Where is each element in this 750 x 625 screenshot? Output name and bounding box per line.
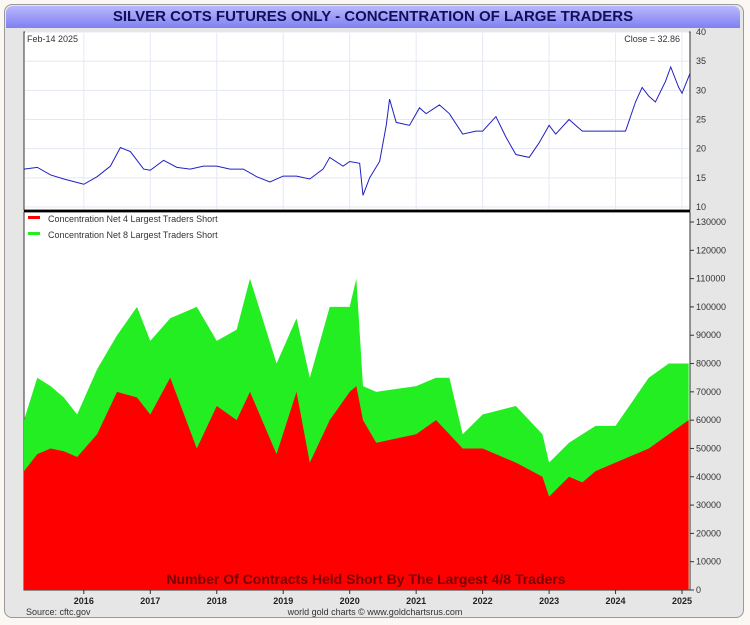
x-tick-label: 2020 [340,596,360,606]
conc-y-tick-label: 120000 [696,245,726,255]
price-y-tick-label: 20 [696,144,706,154]
x-tick-label: 2023 [539,596,559,606]
price-y-tick-label: 15 [696,173,706,183]
conc-y-tick-label: 70000 [696,387,721,397]
price-plot-area [23,31,691,211]
x-tick-label: 2025 [672,596,692,606]
net4-area [24,377,689,590]
x-tick-label: 2017 [140,596,160,606]
credit-label: world gold charts © www.goldchartsrus.co… [287,607,463,617]
conc-y-tick-label: 10000 [696,557,721,567]
x-tick-label: 2019 [273,596,293,606]
lower-chart-title: Number Of Contracts Held Short By The La… [166,571,565,587]
x-tick-label: 2022 [473,596,493,606]
price-y-tick-label: 10 [696,202,706,212]
source-label: Source: cftc.gov [26,607,91,617]
conc-y-tick-label: 110000 [696,274,725,284]
legend-label-net8: Concentration Net 8 Largest Traders Shor… [48,230,218,240]
conc-y-tick-label: 130000 [696,217,726,227]
conc-y-tick-label: 50000 [696,443,721,453]
legend-swatch-net4 [28,216,40,219]
conc-y-tick-label: 40000 [696,472,721,482]
price-y-tick-label: 40 [696,27,706,37]
chart-title: SILVER COTS FUTURES ONLY - CONCENTRATION… [6,6,740,28]
x-tick-label: 2018 [207,596,227,606]
close-label: Close = 32.86 [624,34,680,44]
legend-label-net4: Concentration Net 4 Largest Traders Shor… [48,214,218,224]
conc-y-tick-label: 90000 [696,330,721,340]
price-y-tick-label: 25 [696,115,706,125]
price-y-tick-label: 35 [696,56,706,66]
conc-y-tick-label: 30000 [696,500,721,510]
conc-y-tick-label: 0 [696,585,701,595]
x-tick-label: 2024 [606,596,626,606]
legend-swatch-net8 [28,232,40,235]
silver-price-line [23,65,691,196]
price-y-tick-label: 30 [696,85,706,95]
conc-y-tick-label: 20000 [696,528,721,538]
conc-y-tick-label: 80000 [696,359,721,369]
x-tick-label: 2016 [74,596,94,606]
date-label: Feb-14 2025 [27,34,78,44]
x-tick-label: 2021 [406,596,426,606]
conc-y-tick-label: 60000 [696,415,721,425]
conc-y-tick-label: 100000 [696,302,726,312]
